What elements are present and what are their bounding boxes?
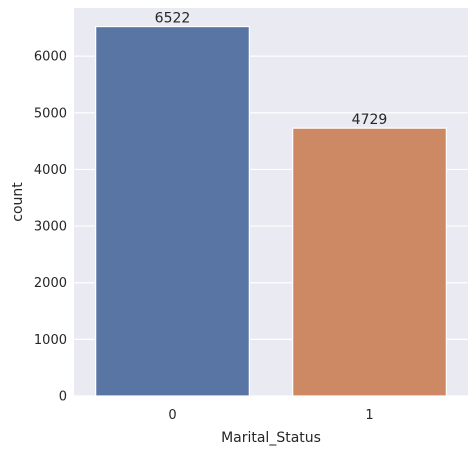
y-tick-label: 5000 [34,106,67,121]
data-label-1: 4729 [352,112,388,128]
y-tick-label: 4000 [34,163,67,178]
x-axis-label: Marital_Status [221,430,321,446]
data-label-0: 6522 [155,11,191,27]
y-tick-label: 0 [59,390,67,405]
bar-0 [95,25,250,397]
y-tick-label: 6000 [34,50,67,65]
bars: 6522 4729 [95,11,447,397]
x-tick-label: 0 [168,408,176,423]
y-tick-label: 2000 [34,276,67,291]
bar-1 [292,127,447,397]
y-axis-ticks: 0 1000 2000 3000 4000 5000 6000 [34,50,67,405]
y-axis-label: count [10,182,26,222]
y-tick-label: 3000 [34,220,67,235]
x-tick-label: 1 [365,408,373,423]
y-tick-label: 1000 [34,333,67,348]
